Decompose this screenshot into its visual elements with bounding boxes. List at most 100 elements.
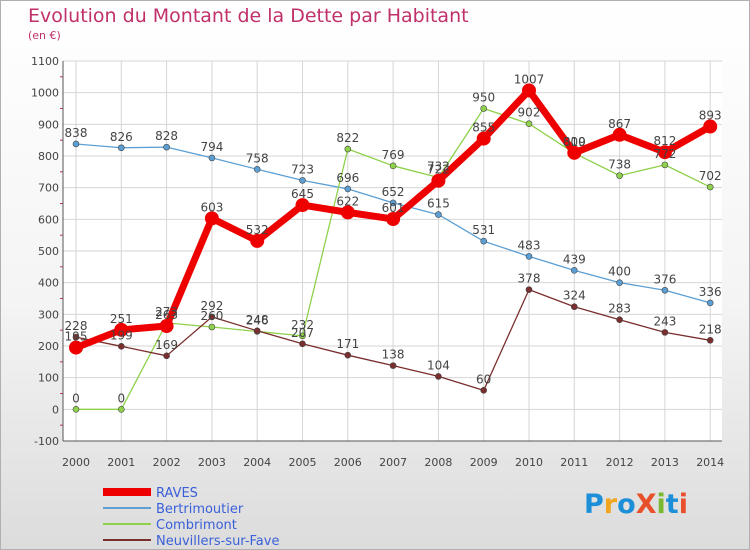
data-point — [431, 173, 446, 188]
y-tick-label: 1100 — [31, 55, 59, 68]
data-point — [435, 211, 442, 218]
data-label: 251 — [110, 312, 133, 326]
data-label: 601 — [382, 201, 405, 215]
data-label: 812 — [653, 134, 676, 148]
data-point — [118, 144, 125, 152]
data-label: 722 — [427, 163, 450, 177]
chart-title: Evolution du Montant de la Dette par Hab… — [28, 5, 469, 27]
x-tick-label: 2011 — [560, 456, 588, 469]
y-tick-label: 400 — [38, 277, 59, 290]
data-label: 950 — [472, 91, 495, 105]
data-label: 171 — [336, 337, 359, 351]
data-label: 195 — [65, 330, 88, 344]
data-point — [340, 205, 355, 220]
y-tick-label: 500 — [38, 245, 59, 258]
data-label: 902 — [518, 106, 541, 120]
x-tick-label: 2002 — [153, 456, 181, 469]
data-label: 772 — [653, 147, 676, 161]
data-point — [522, 83, 536, 98]
proxiti-logo: ProXiti — [584, 489, 688, 520]
data-label: 273 — [155, 305, 178, 319]
data-label: 794 — [200, 140, 223, 154]
data-point — [706, 183, 714, 191]
x-tick-label: 2003 — [198, 456, 226, 469]
data-label: 0 — [72, 391, 80, 405]
data-point — [208, 154, 216, 162]
y-tick-label: 700 — [38, 182, 59, 195]
logo-letter: P — [584, 489, 604, 520]
logo-letter: o — [617, 489, 636, 520]
data-label: 732 — [427, 160, 450, 174]
data-label: 622 — [336, 194, 359, 208]
x-tick-label: 2010 — [515, 456, 543, 469]
data-label: 893 — [699, 109, 722, 123]
data-point — [616, 316, 623, 324]
data-label: 483 — [518, 238, 541, 252]
data-label: 838 — [65, 126, 88, 140]
x-tick-label: 2008 — [424, 456, 452, 469]
data-point — [476, 131, 491, 146]
data-label: 769 — [382, 148, 405, 162]
data-point — [250, 233, 265, 248]
data-label: 822 — [336, 131, 359, 145]
data-point — [661, 161, 669, 169]
data-label: 809 — [563, 135, 586, 149]
data-label: 232 — [291, 318, 314, 332]
data-point — [114, 322, 129, 337]
data-point — [118, 406, 125, 413]
logo-letter: i — [656, 489, 666, 520]
data-label: 1007 — [514, 72, 545, 86]
data-point — [616, 279, 623, 286]
data-label: 738 — [608, 158, 631, 172]
data-label: 207 — [291, 326, 314, 340]
data-point — [163, 352, 170, 360]
y-tick-label: 0 — [52, 403, 59, 416]
data-label: 263 — [155, 308, 178, 322]
data-label: 652 — [382, 185, 405, 199]
data-label: 828 — [155, 129, 178, 143]
data-point — [208, 313, 216, 321]
y-tick-label: -100 — [34, 435, 59, 448]
data-point — [344, 185, 352, 193]
data-label: 696 — [336, 171, 359, 185]
data-point — [612, 127, 627, 142]
data-point — [480, 237, 488, 245]
data-point — [299, 340, 306, 348]
data-point — [616, 172, 623, 179]
data-label: 826 — [110, 130, 133, 144]
legend-label: Bertrimoutier — [156, 502, 244, 517]
data-label: 283 — [608, 302, 631, 316]
data-point — [253, 327, 261, 335]
data-label: 758 — [246, 151, 269, 165]
data-point — [480, 105, 488, 112]
data-point — [706, 299, 714, 307]
data-label: 532 — [246, 223, 269, 237]
logo-letter: t — [665, 489, 679, 520]
data-label: 702 — [699, 169, 722, 183]
x-tick-label: 2013 — [651, 456, 679, 469]
data-point — [570, 267, 578, 274]
data-label: 378 — [518, 272, 541, 286]
data-label: 260 — [200, 309, 223, 323]
data-point — [204, 211, 219, 226]
data-label: 104 — [427, 358, 450, 372]
x-tick-label: 2000 — [62, 456, 90, 469]
data-point — [661, 329, 669, 336]
legend-label: RAVES — [156, 486, 198, 501]
data-point — [69, 340, 83, 355]
data-point — [567, 145, 582, 160]
logo-letter: r — [603, 489, 618, 520]
data-label: 867 — [608, 117, 631, 131]
data-point — [344, 145, 352, 153]
data-label: 376 — [653, 272, 676, 286]
data-label: 0 — [117, 391, 125, 405]
y-tick-label: 800 — [38, 150, 59, 163]
data-label: 218 — [699, 322, 722, 336]
x-tick-label: 2009 — [470, 456, 498, 469]
data-label: 138 — [382, 348, 405, 362]
data-label: 603 — [200, 200, 223, 214]
data-point — [299, 177, 306, 184]
data-label: 810 — [563, 135, 586, 149]
